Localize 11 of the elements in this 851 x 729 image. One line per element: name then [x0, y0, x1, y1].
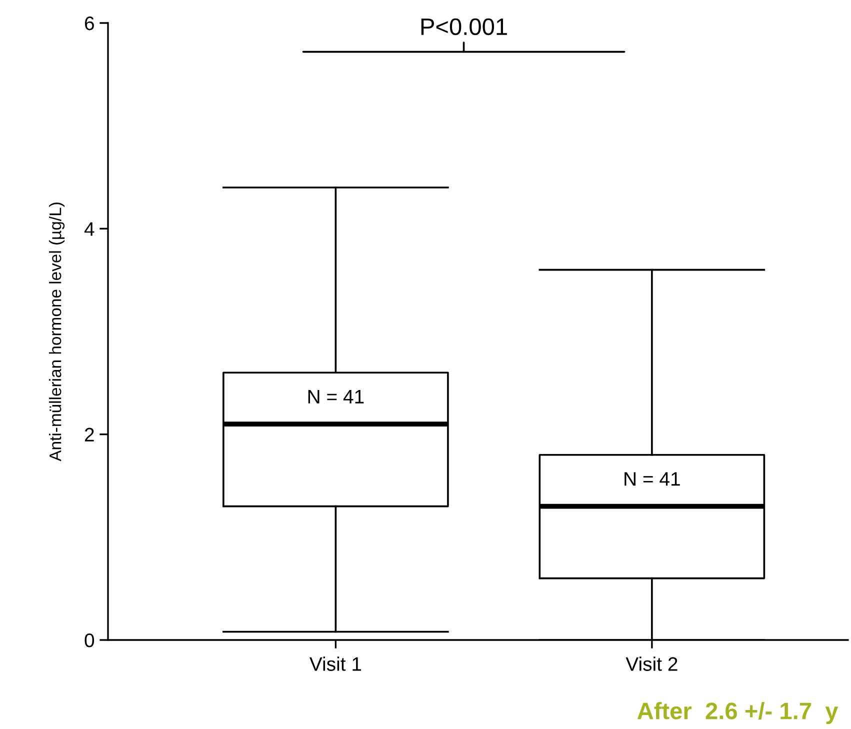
y-tick-label: 4 — [84, 222, 94, 236]
annotation: P<0.001 — [421, 18, 507, 36]
x-tick-label: Visit 2 — [626, 656, 678, 671]
text: After 2.6 +/- 1.7 y — [637, 702, 838, 724]
y-tick-label: 0 — [84, 633, 94, 648]
x-tick-label: Visit 1 — [309, 656, 362, 671]
y-tick-label: 6 — [84, 16, 94, 30]
annotation: N = 41 — [624, 472, 680, 486]
y-tick-label: 2 — [84, 428, 94, 442]
y-axis-title: Anti-müllerian hormone level (µg/L) — [49, 202, 65, 462]
annotation: N = 41 — [308, 390, 364, 404]
